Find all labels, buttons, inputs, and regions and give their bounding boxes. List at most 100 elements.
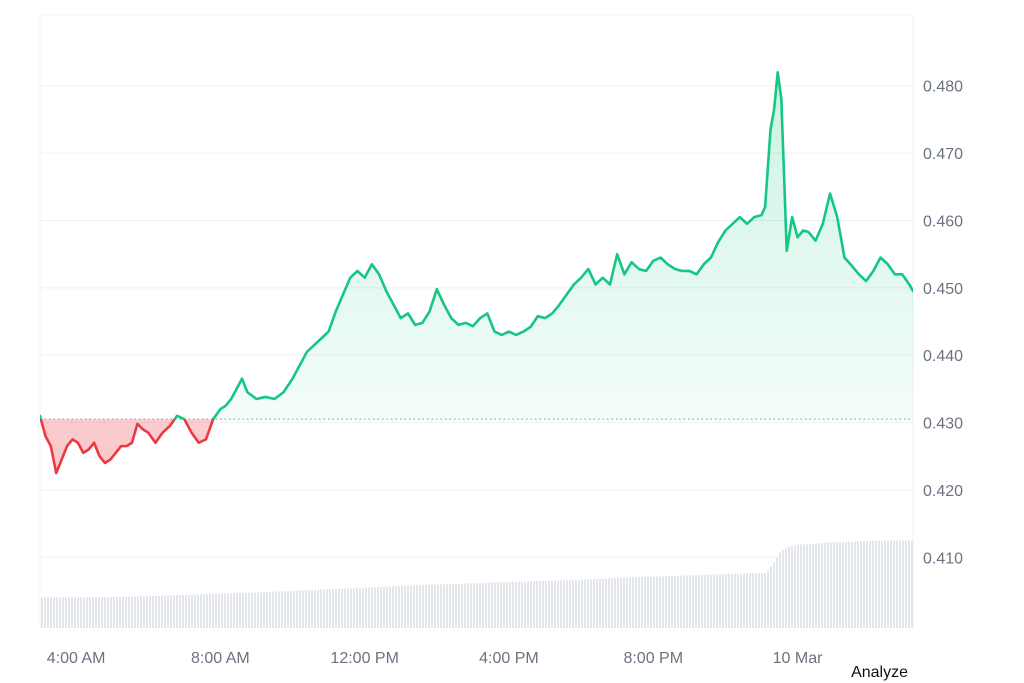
volume-bar — [626, 577, 628, 628]
volume-bar — [203, 594, 205, 628]
volume-bar — [356, 587, 358, 628]
volume-bar — [119, 596, 121, 628]
volume-bar — [491, 582, 493, 628]
volume-bar — [443, 584, 445, 628]
volume-bar — [227, 593, 229, 628]
volume-bar — [572, 579, 574, 628]
volume-bar — [461, 583, 463, 628]
volume-bar — [656, 576, 658, 628]
volume-bar — [494, 582, 496, 628]
volume-bar — [218, 593, 220, 628]
volume-bar — [296, 590, 298, 628]
volume-bar — [500, 582, 502, 628]
volume-bar — [551, 580, 553, 628]
volume-bar — [611, 578, 613, 628]
volume-bar — [314, 589, 316, 628]
y-tick-label: 0.440 — [923, 348, 963, 365]
volume-bar — [896, 540, 898, 628]
volume-bar — [284, 591, 286, 628]
volume-bar — [77, 597, 79, 628]
volume-bar — [344, 588, 346, 628]
volume-bar — [764, 572, 766, 628]
volume-bar — [233, 593, 235, 628]
volume-bar — [302, 590, 304, 628]
volume-bar — [863, 541, 865, 628]
volume-bar — [62, 597, 64, 628]
volume-bar — [854, 541, 856, 628]
volume-bar — [515, 581, 517, 628]
volume-bar — [185, 594, 187, 628]
volume-bar — [479, 583, 481, 628]
volume-bar — [581, 579, 583, 628]
volume-bar — [599, 578, 601, 628]
volume-bar — [908, 540, 910, 628]
volume-bar — [524, 581, 526, 628]
volume-bar — [311, 590, 313, 628]
volume-bar — [788, 546, 790, 628]
volume-bar — [269, 591, 271, 628]
volume-bar — [845, 541, 847, 628]
volume-bar — [275, 591, 277, 628]
volume-bar — [725, 574, 727, 628]
volume-bar — [263, 592, 265, 628]
volume-bar — [563, 580, 565, 628]
volume-bar — [470, 583, 472, 628]
volume-bar — [737, 573, 739, 628]
volume-bar — [839, 542, 841, 628]
volume-bar — [866, 541, 868, 628]
volume-bar — [590, 579, 592, 628]
volume-bar — [680, 575, 682, 628]
volume-bar — [761, 572, 763, 628]
x-tick-label: 8:00 PM — [623, 650, 683, 667]
volume-bar — [569, 580, 571, 628]
volume-bar — [416, 585, 418, 628]
volume-bar — [830, 542, 832, 628]
volume-bar — [158, 595, 160, 628]
volume-bar — [671, 575, 673, 628]
volume-bar — [383, 586, 385, 628]
volume-bar — [734, 573, 736, 628]
volume-bar — [782, 549, 784, 628]
volume-bar — [815, 543, 817, 628]
analyze-link[interactable]: Analyze — [851, 664, 908, 681]
volume-bar — [236, 593, 238, 628]
volume-bar — [875, 540, 877, 628]
volume-bar — [347, 588, 349, 628]
volume-bar — [137, 596, 139, 628]
volume-bar — [488, 582, 490, 628]
volume-bar — [806, 544, 808, 628]
volume-bar — [401, 585, 403, 628]
volume-bar — [674, 575, 676, 628]
volume-bar — [719, 574, 721, 628]
volume-bar — [65, 597, 67, 628]
volume-bar — [776, 557, 778, 628]
volume-bar — [743, 573, 745, 628]
volume-bar — [230, 593, 232, 628]
volume-bar — [467, 583, 469, 628]
volume-bar — [878, 540, 880, 628]
volume-bar — [617, 577, 619, 628]
volume-bar — [848, 541, 850, 628]
volume-bar — [440, 584, 442, 628]
volume-bar — [338, 588, 340, 628]
volume-bar — [95, 597, 97, 628]
volume-bar — [542, 580, 544, 628]
volume-bar — [614, 578, 616, 628]
volume-bar — [833, 542, 835, 628]
volume-bar — [812, 543, 814, 628]
volume-bar — [620, 577, 622, 628]
volume-bar — [593, 579, 595, 628]
y-tick-label: 0.470 — [923, 146, 963, 163]
volume-bar — [536, 581, 538, 628]
volume-bar — [272, 591, 274, 628]
volume-bar — [578, 579, 580, 628]
volume-bar — [215, 593, 217, 628]
volume-bar — [698, 575, 700, 628]
volume-bars — [41, 540, 913, 628]
volume-bar — [533, 581, 535, 628]
volume-bar — [818, 543, 820, 628]
volume-bar — [647, 576, 649, 628]
volume-bar — [629, 577, 631, 628]
volume-bar — [368, 587, 370, 628]
